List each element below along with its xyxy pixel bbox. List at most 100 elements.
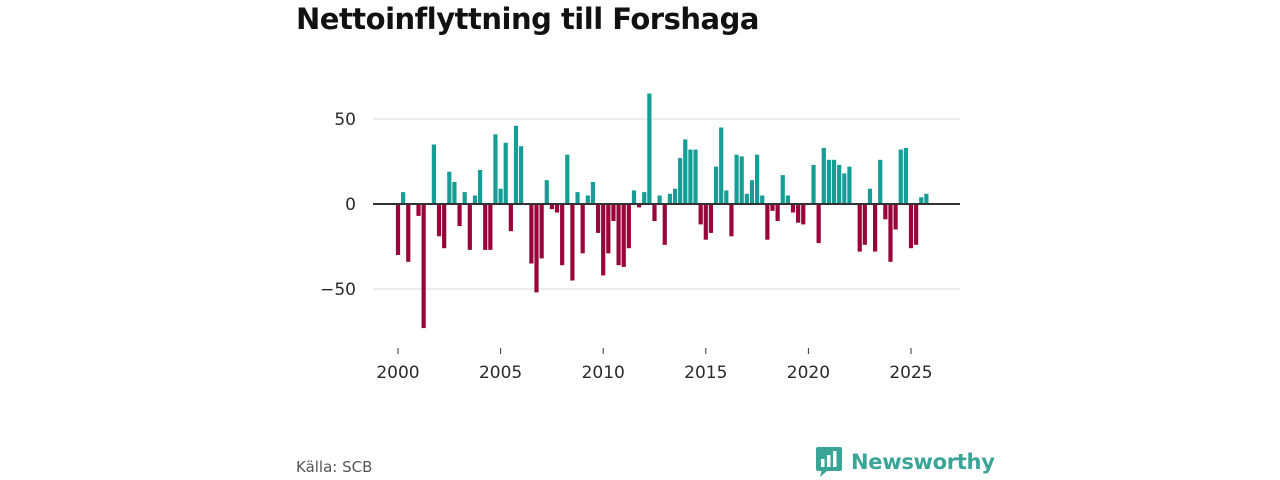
bar [580,204,585,254]
bar [678,158,683,204]
x-tick-label: 2020 [787,363,830,383]
bar [601,204,606,276]
bar [688,149,693,204]
bar [914,204,919,245]
bar [544,180,549,204]
bar [508,204,513,232]
bar [739,156,744,204]
bar [729,204,734,237]
gridlines [373,118,960,290]
bar [693,149,698,204]
bar [657,195,662,204]
bar [755,154,760,204]
bar [842,173,847,204]
bar [862,204,867,245]
bar [683,139,688,204]
bar [708,204,714,233]
bar [662,204,667,245]
x-tick-label: 2000 [376,363,419,383]
bar [513,125,519,204]
bar [606,204,611,254]
y-tick-label: 0 [345,195,356,215]
bar [631,190,637,204]
bar [816,204,821,244]
bar [888,204,893,262]
bars [395,93,929,329]
bar [734,154,739,204]
bar [549,204,554,210]
bar [621,204,626,267]
bar [498,188,503,204]
bar [652,204,657,221]
brand-logo: Newsworthy [815,446,995,478]
bar [421,204,426,329]
bar [575,192,580,204]
bar [878,159,883,204]
axes: −50 0 50 2000 2005 2010 2015 2020 2025 [320,110,960,383]
bar [442,204,447,249]
bar [462,192,467,204]
bar [436,204,442,237]
bar [837,164,842,204]
bar [749,180,755,204]
bar [416,204,421,216]
bar [919,197,924,204]
bar [785,195,790,204]
bar [406,204,411,262]
bar [760,195,765,204]
bar [765,204,770,240]
bar [395,204,401,255]
bar [590,181,596,204]
bar [503,142,508,204]
bar [775,204,780,221]
chart-title: Nettoinflyttning till Forshaga [296,2,759,36]
bar [585,195,590,204]
bar [872,204,878,252]
bar [811,164,816,204]
bar [826,159,832,204]
bar [821,147,826,204]
y-tick-label: 50 [334,110,356,130]
bar [893,204,898,230]
bar [857,204,862,252]
bar [790,204,796,213]
bar [847,166,852,204]
bar [616,204,621,266]
bar [780,175,785,204]
bar [637,204,642,208]
bar [703,204,708,240]
bar [401,192,406,204]
bar [529,204,534,264]
bar [488,204,493,250]
bar [698,204,703,225]
bar [719,127,724,204]
bar [595,204,601,233]
bar [647,93,652,204]
bar [457,204,462,227]
bar [924,193,929,204]
bar [867,188,873,204]
bar [534,204,539,293]
bar [539,204,544,259]
bar-chart: −50 0 50 2000 2005 2010 2015 2020 2025 [320,93,960,383]
bar [831,159,837,204]
bar [554,204,560,213]
brand-name: Newsworthy [851,450,995,474]
bar [626,204,631,249]
bar [883,204,888,220]
bar [570,204,575,281]
bar [467,204,472,250]
bar [713,166,719,204]
bar [560,204,565,266]
bar [770,204,775,211]
bar [642,192,647,204]
y-tick-label: −50 [320,280,356,300]
bar [519,146,524,204]
bar [483,204,488,250]
bar [801,204,806,225]
x-tick-label: 2015 [684,363,727,383]
source-label: Källa: SCB [296,458,373,476]
bar [493,134,498,204]
bar [447,171,452,204]
bar [908,204,914,249]
